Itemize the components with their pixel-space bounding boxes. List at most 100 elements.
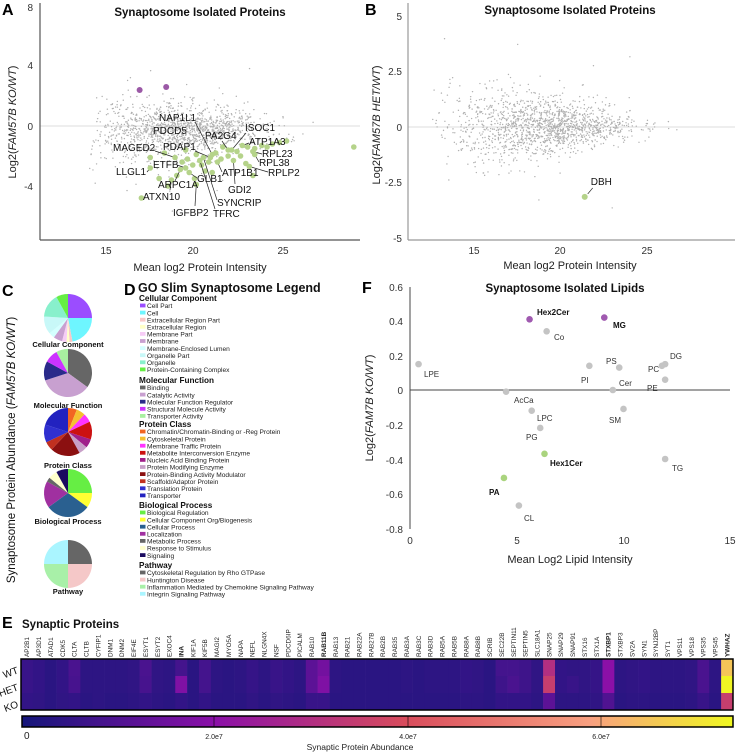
background-point	[499, 123, 501, 126]
heatmap-cell	[697, 693, 710, 711]
background-point	[497, 122, 499, 125]
background-point	[497, 89, 499, 91]
background-point	[133, 132, 135, 134]
downregulated-point	[179, 159, 185, 165]
background-point	[575, 109, 577, 112]
legend-item: Chromatin/Chromatin-Binding or -Reg Prot…	[147, 429, 281, 436]
background-point	[473, 147, 476, 149]
background-point	[120, 141, 123, 143]
background-point	[188, 145, 191, 147]
background-point	[457, 120, 460, 122]
background-point	[602, 110, 605, 112]
background-point	[193, 129, 196, 132]
background-point	[443, 37, 446, 40]
lipid-point-ns	[661, 376, 669, 383]
background-point	[599, 134, 602, 136]
background-point	[596, 140, 598, 143]
background-point	[302, 133, 304, 135]
background-point	[209, 135, 211, 138]
pie-slice	[68, 432, 87, 454]
background-point	[516, 131, 518, 133]
heatmap-cell	[80, 659, 93, 677]
y-ticks: 0.60.40.20-0.2-0.4-0.6-0.8	[386, 283, 404, 536]
background-point	[215, 120, 218, 123]
background-point	[529, 131, 531, 133]
background-point	[627, 123, 630, 125]
background-point	[239, 112, 241, 114]
background-point	[255, 128, 258, 130]
background-point	[199, 123, 202, 126]
background-point	[158, 118, 161, 120]
background-point	[203, 141, 205, 144]
background-point	[221, 124, 224, 127]
gene-label: STX16	[582, 637, 589, 657]
background-point	[129, 149, 132, 152]
heatmap-cell	[222, 676, 235, 694]
background-point	[545, 102, 547, 104]
background-point	[600, 131, 602, 134]
background-point	[153, 131, 155, 133]
heatmap-cell	[21, 693, 34, 711]
gene-label: AP2B1	[24, 637, 31, 657]
background-point	[444, 137, 446, 140]
background-point	[631, 125, 633, 127]
heatmap-cell	[175, 693, 188, 711]
heatmap-cell	[685, 659, 698, 677]
background-point	[155, 124, 158, 127]
background-point	[592, 120, 594, 122]
background-point	[166, 164, 169, 166]
background-point	[556, 132, 558, 135]
background-point	[507, 133, 509, 135]
background-point	[99, 110, 101, 113]
background-point	[507, 122, 510, 125]
background-point	[191, 135, 194, 137]
background-point	[146, 121, 149, 124]
background-point	[104, 134, 106, 136]
background-point	[167, 141, 169, 143]
background-point	[502, 106, 504, 109]
heatmap-cell	[56, 676, 69, 694]
background-point	[246, 115, 248, 117]
background-point	[189, 129, 192, 132]
background-point	[206, 107, 209, 109]
background-point	[609, 119, 611, 121]
background-point	[516, 100, 518, 103]
background-point	[575, 140, 578, 142]
background-point	[206, 126, 208, 129]
background-point	[151, 139, 153, 141]
background-point	[460, 129, 462, 131]
background-point	[150, 117, 152, 119]
background-point	[143, 129, 145, 131]
background-point	[577, 126, 579, 128]
background-point	[146, 150, 148, 153]
background-point	[220, 120, 223, 122]
background-point	[478, 142, 480, 144]
background-point	[129, 96, 132, 98]
background-point	[484, 136, 486, 139]
background-point	[500, 126, 503, 129]
background-point	[536, 120, 539, 122]
background-point	[154, 138, 156, 140]
background-point	[499, 111, 502, 113]
x-axis-label: Mean log2 Protein Intensity	[503, 260, 637, 272]
background-point	[612, 130, 615, 133]
background-point	[194, 140, 196, 143]
background-point	[515, 123, 517, 125]
background-point	[191, 100, 194, 102]
background-point	[561, 147, 564, 150]
background-point	[123, 133, 126, 135]
background-point	[588, 123, 590, 125]
background-point	[96, 117, 99, 120]
background-point	[195, 133, 198, 136]
background-point	[475, 110, 478, 112]
background-point	[94, 182, 96, 184]
heatmap-cell	[234, 693, 247, 711]
background-point	[537, 137, 539, 140]
background-point	[593, 125, 595, 127]
heatmap-cell	[282, 659, 295, 677]
background-point	[613, 120, 615, 123]
background-point	[556, 126, 558, 128]
background-point	[158, 126, 161, 129]
background-point	[460, 148, 462, 150]
background-point	[146, 130, 148, 132]
